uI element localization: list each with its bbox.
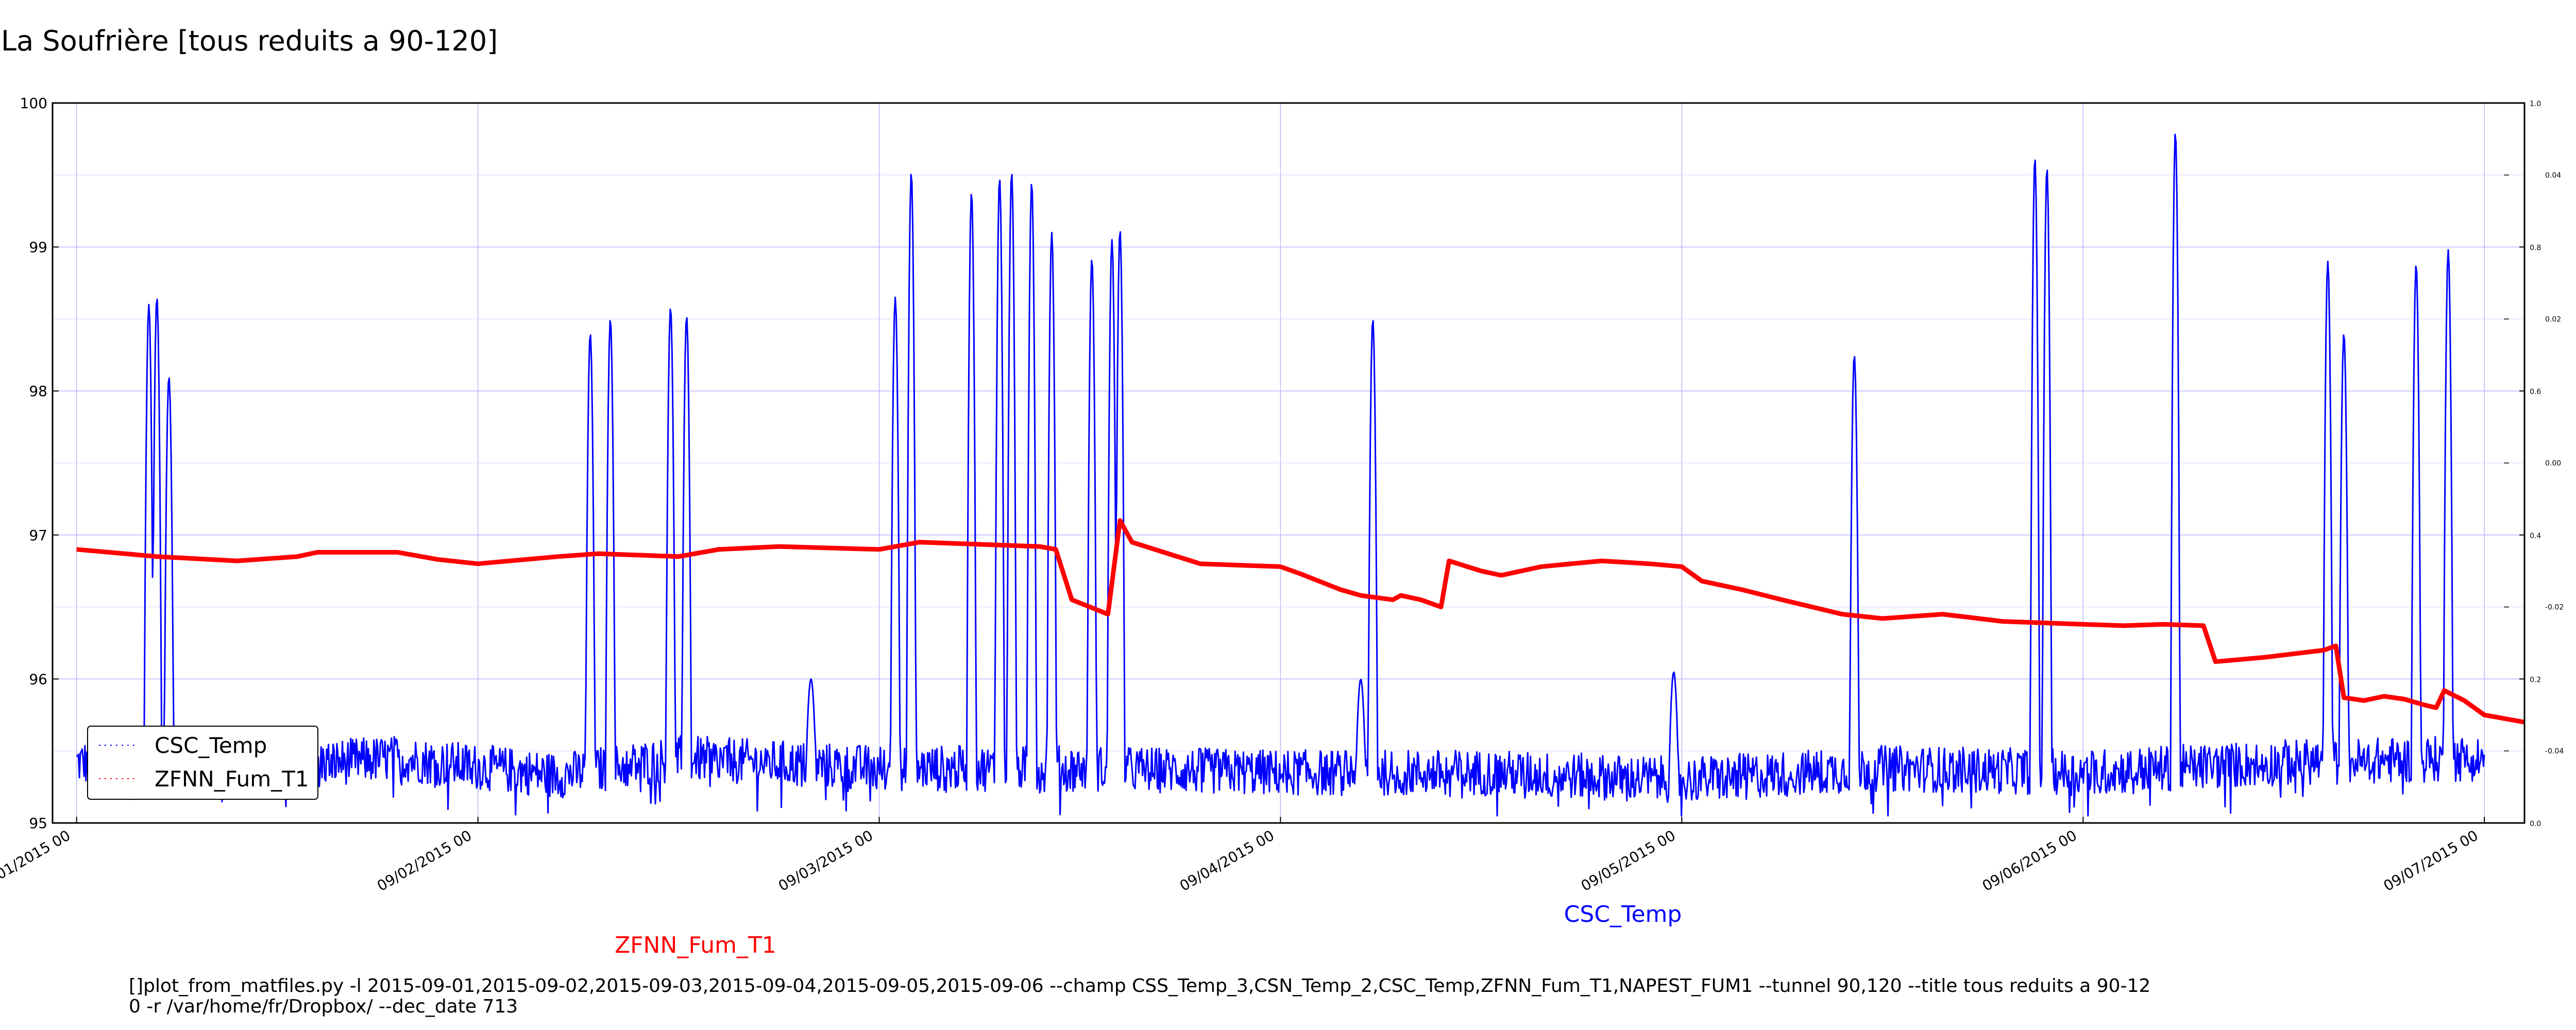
y-right-tick-label: 0.6 <box>2530 388 2541 396</box>
y-right-inner-tick-label: -0.02 <box>2545 604 2564 612</box>
series-csc-temp <box>76 133 2485 817</box>
y-tick-label: 99 <box>29 239 47 256</box>
y-right-tick-label: 0.0 <box>2530 820 2541 828</box>
grid <box>53 102 2524 823</box>
x-tick-label: 09/06/2015 00 <box>1979 827 2080 895</box>
legend-box <box>87 726 318 800</box>
y-right-tick-label: 0.4 <box>2530 532 2541 540</box>
series-layer <box>76 133 2525 817</box>
y-tick-label: 100 <box>20 95 47 112</box>
svg-text:CSC_Temp: CSC_Temp <box>155 733 267 758</box>
y-right-axis: 0.0 0.2 0.4 0.6 0.8 1.0 -0.04 -0.02 0.00 0.02 0.04 <box>2504 100 2564 828</box>
y-right-tick-label: 1.0 <box>2530 100 2541 108</box>
y-right-inner-tick-label: 0.04 <box>2545 171 2561 180</box>
x-tick-label: 09/05/2015 00 <box>1578 827 1679 895</box>
y-right-tick-label: 0.2 <box>2530 676 2541 684</box>
y-left-axis: 95 96 97 98 99 100 <box>20 95 59 832</box>
svg-text:ZFNN_Fum_T1: ZFNN_Fum_T1 <box>155 766 309 792</box>
x-tick-label: 09/07/2015 00 <box>2381 827 2481 895</box>
command-caption: []plot_from_matfiles.py -l 2015-09-01,20… <box>129 975 2151 1017</box>
x-tick-label: 09/04/2015 00 <box>1177 827 1277 895</box>
series-zfnn-fum-t1 <box>76 518 2525 725</box>
x-tick-label: 09/01/2015 00 <box>0 827 73 895</box>
y-tick-label: 97 <box>29 527 47 544</box>
legend-entry-zfnn-fum-t1: ZFNN_Fum_T1 <box>99 766 309 792</box>
x-tick-label: 09/03/2015 00 <box>775 827 876 895</box>
x-axis: 09/01/2015 00 09/02/2015 00 09/03/2015 00 0… <box>0 817 2485 895</box>
legend-entry-csc-temp: CSC_Temp <box>99 733 267 758</box>
plot-frame <box>52 102 2526 824</box>
legend: CSC_Temp ZFNN_Fum_T1 <box>87 726 318 800</box>
chart-title: La Soufrière [tous reduits a 90-120] <box>1 25 498 57</box>
y-right-tick-label: 0.8 <box>2530 244 2541 252</box>
series-label-zfnn-fum-t1: ZFNN_Fum_T1 <box>615 932 776 958</box>
y-tick-label: 98 <box>29 383 47 400</box>
y-tick-label: 95 <box>29 815 47 832</box>
series-label-csc-temp: CSC_Temp <box>1564 901 1682 928</box>
y-tick-label: 96 <box>29 671 47 688</box>
x-tick-label: 09/02/2015 00 <box>374 827 474 895</box>
y-right-inner-tick-label: -0.04 <box>2545 747 2564 756</box>
y-right-inner-tick-label: 0.02 <box>2545 315 2561 323</box>
y-right-inner-tick-label: 0.00 <box>2545 459 2561 468</box>
